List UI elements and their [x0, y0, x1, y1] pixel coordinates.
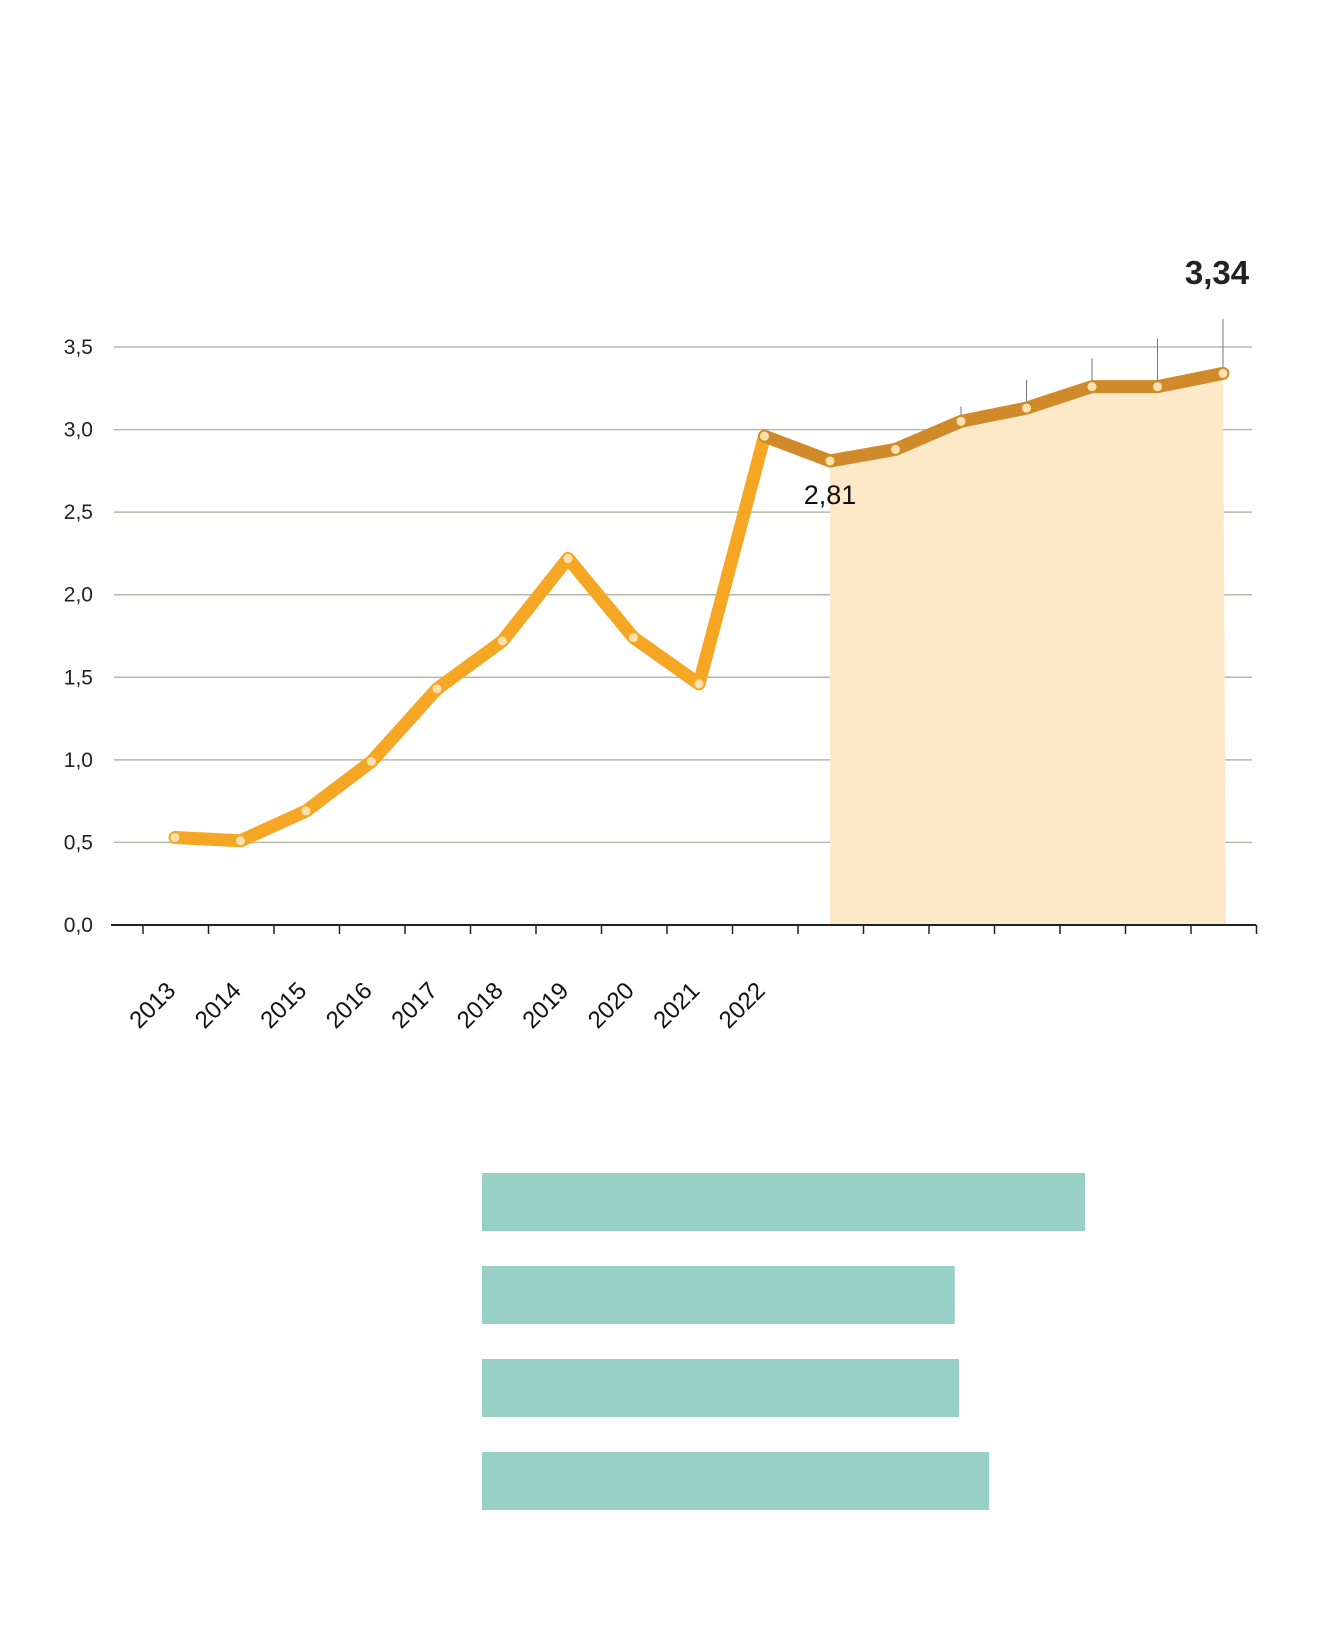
data-point: [825, 456, 835, 466]
y-tick-label: 2,5: [64, 501, 93, 524]
data-point: [891, 444, 900, 454]
x-tick-label: 2015: [255, 977, 312, 1034]
y-tick-label: 1,0: [64, 749, 93, 772]
data-point: [563, 553, 573, 563]
x-tick-label: 2020: [583, 977, 640, 1034]
series-line-historical: [168, 429, 771, 848]
x-tick-label: 2018: [452, 977, 509, 1034]
data-point: [694, 679, 704, 689]
series-line-forecast: [758, 366, 1230, 468]
forecast-area-fill: [830, 373, 1226, 925]
bar-1: [482, 1173, 1085, 1231]
x-tick-label: 2017: [386, 977, 443, 1034]
data-point: [1153, 382, 1162, 392]
x-tick-label: 2022: [714, 977, 771, 1034]
y-axis-ticks: 0,0 0,5 1,0 1,5 2,0 2,5 3,0 3,5: [64, 336, 93, 937]
x-tick-label: 2019: [517, 977, 574, 1034]
y-tick-label: 0,0: [64, 914, 93, 937]
bar-4: [482, 1452, 990, 1510]
data-point: [1218, 368, 1228, 378]
data-point: [367, 757, 376, 767]
annotations: 2,81 3,34: [804, 254, 1250, 510]
y-tick-label: 0,5: [64, 831, 93, 854]
y-tick-label: 3,0: [64, 419, 93, 442]
data-point: [498, 636, 507, 646]
y-tick-label: 2,0: [64, 584, 93, 607]
x-tick-label: 2016: [321, 977, 378, 1034]
annotation-end-value: 3,34: [1185, 254, 1250, 291]
data-point: [236, 836, 245, 846]
x-axis: 2013 2014 2015 2016 2017 2018 2019 2020 2021 2022: [111, 924, 1258, 1034]
data-markers: [170, 368, 1228, 846]
data-point: [301, 806, 311, 816]
data-point: [1087, 382, 1097, 392]
y-tick-label: 1,5: [64, 666, 93, 689]
data-point: [432, 684, 442, 694]
forecast-area: [830, 373, 1226, 925]
series-lines: [168, 366, 1230, 848]
y-tick-label: 3,5: [64, 336, 93, 359]
bar-3: [482, 1359, 959, 1417]
x-tick-label: 2021: [648, 977, 705, 1034]
data-point: [760, 431, 769, 441]
bar-chart: [482, 1173, 1085, 1510]
x-tick-label: 2014: [190, 977, 247, 1034]
data-point: [629, 633, 638, 643]
data-point: [1022, 403, 1031, 413]
data-point: [956, 416, 966, 426]
data-point: [170, 832, 180, 842]
annotation-start-value: 2,81: [804, 480, 857, 510]
bar-2: [482, 1266, 955, 1324]
x-tick-label: 2013: [124, 977, 181, 1034]
